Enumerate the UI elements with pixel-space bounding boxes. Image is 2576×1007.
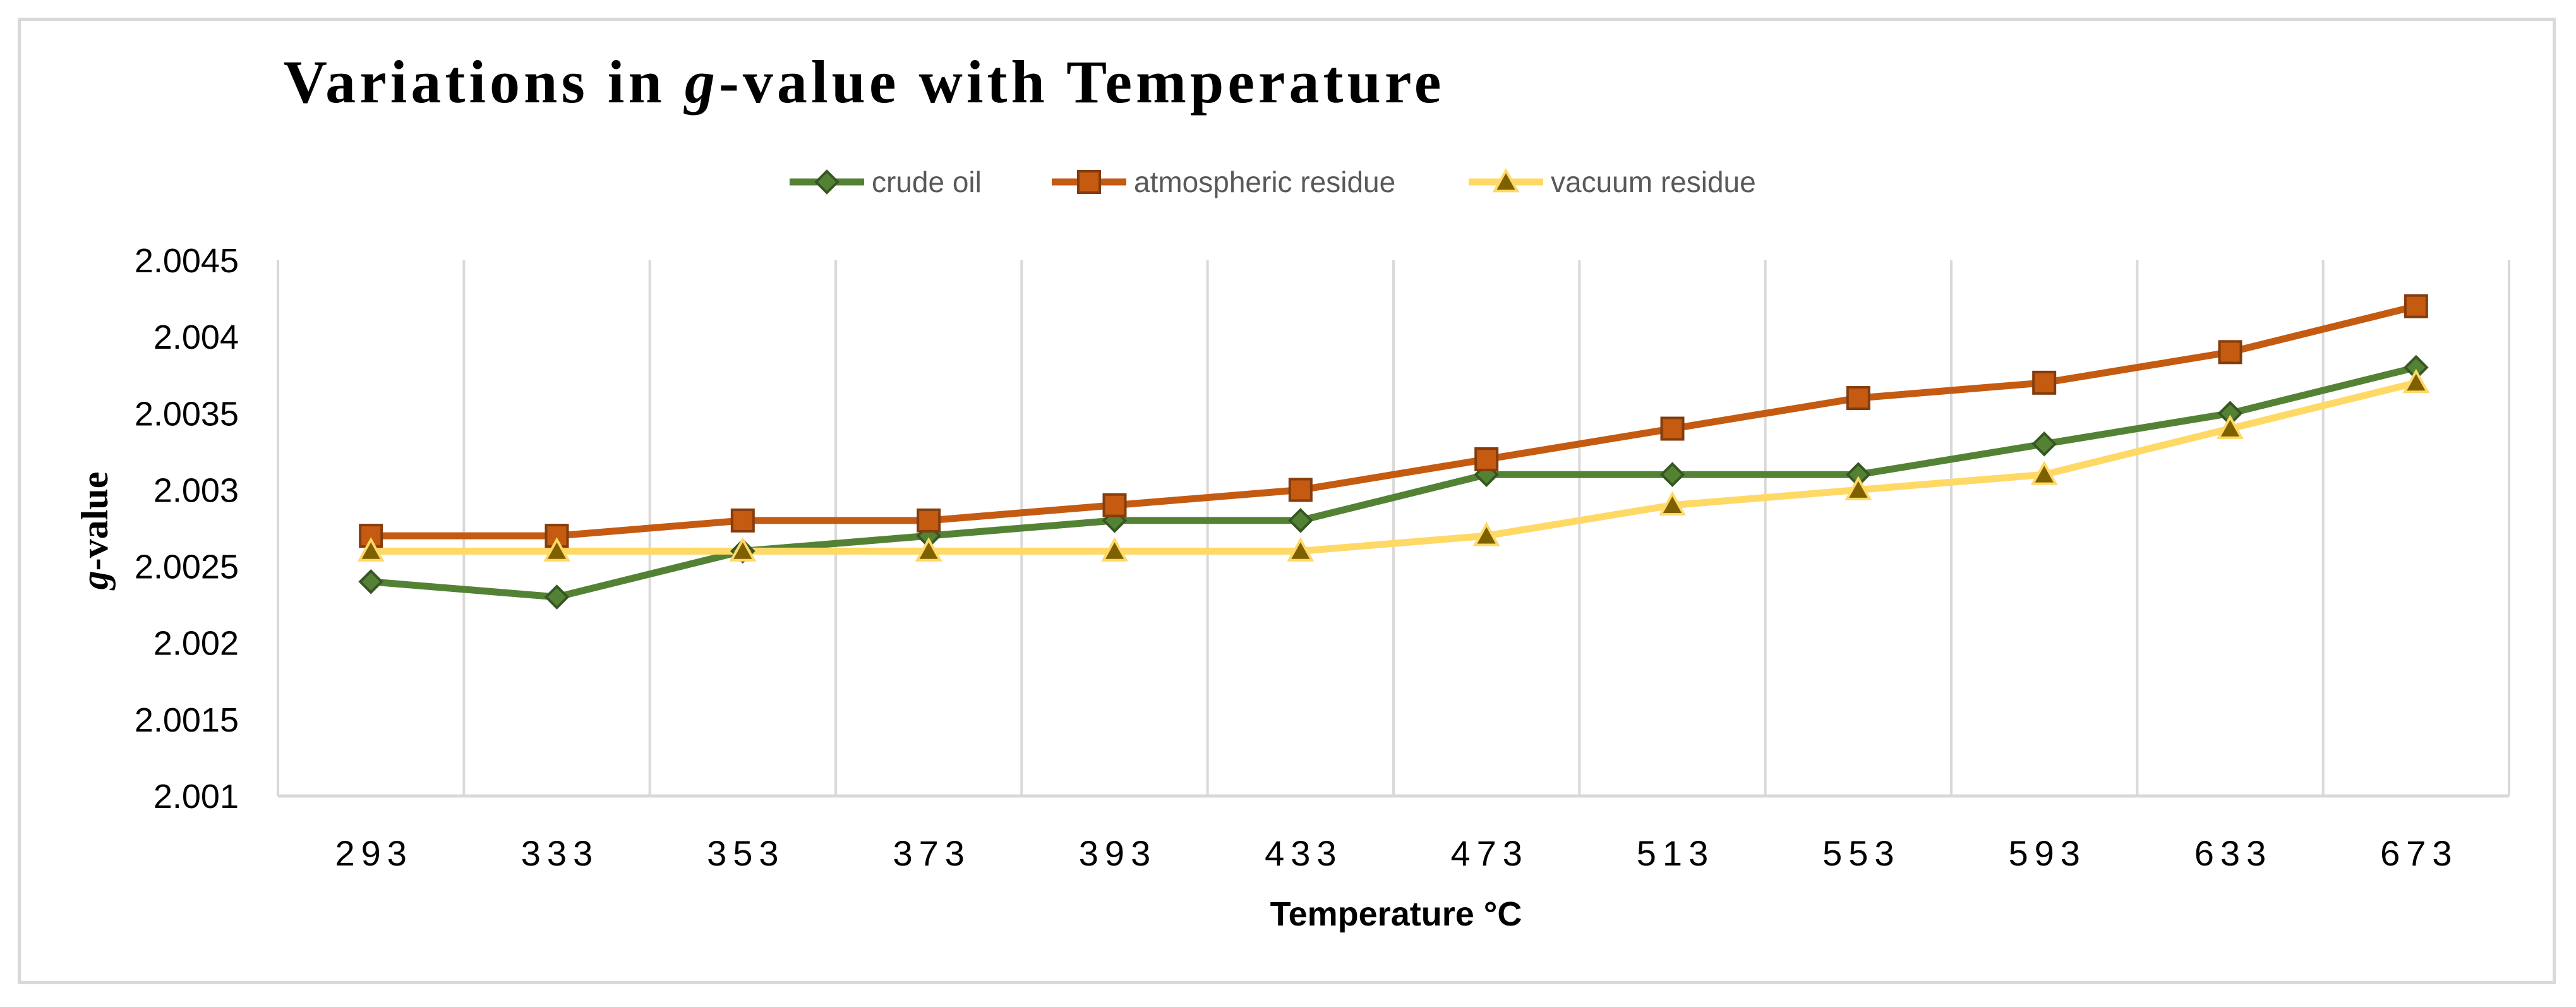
data-point-square — [1846, 386, 1870, 411]
data-point-triangle — [1492, 167, 1520, 193]
x-tick-label: 293 — [335, 833, 412, 873]
data-point-square — [1102, 493, 1127, 517]
data-point-diamond — [1288, 508, 1313, 533]
x-tick-label: 633 — [2194, 833, 2272, 873]
legend: crude oil atmospheric residue vacuum resid… — [790, 166, 1756, 198]
data-point-triangle — [543, 537, 570, 562]
x-tick-label: 513 — [1637, 833, 1714, 873]
x-axis-label: Temperature °C — [1270, 895, 1522, 933]
y-axis-label: g-value — [74, 472, 116, 591]
x-tick-label: 433 — [1265, 833, 1342, 873]
data-point-diamond — [1659, 462, 1685, 488]
data-point-triangle — [357, 537, 385, 562]
y-axis-label-italic: g — [74, 570, 116, 591]
y-axis-label-suffix: -value — [74, 472, 116, 571]
legend-label: vacuum residue — [1551, 166, 1756, 198]
x-tick-label: 553 — [1822, 833, 1900, 873]
data-point-square — [2032, 370, 2057, 395]
chart-title: Variations in g-value with Temperature — [284, 48, 1445, 116]
series-line — [367, 379, 2420, 555]
data-point-triangle — [915, 537, 942, 562]
y-tick-label: 2.003 — [153, 471, 239, 509]
chart-title-italic: g — [683, 48, 719, 116]
legend-item: atmospheric residue — [1052, 166, 1395, 198]
data-point-square — [1474, 447, 1499, 471]
series-line — [367, 364, 2420, 601]
data-point-diamond — [2031, 431, 2057, 457]
data-point-diamond — [544, 584, 570, 610]
data-point-square — [2404, 294, 2428, 318]
data-point-square — [917, 508, 941, 533]
x-tick-label: 393 — [1079, 833, 1157, 873]
chart-frame — [18, 18, 2556, 984]
chart-title-prefix: Variations in — [284, 48, 685, 116]
data-point-square — [1288, 478, 1313, 502]
data-point-triangle — [2402, 368, 2430, 394]
series-line — [367, 303, 2420, 540]
legend-label: crude oil — [872, 166, 982, 198]
data-point-diamond — [814, 169, 840, 195]
data-point-square — [1660, 416, 1685, 441]
data-point-triangle — [1101, 537, 1128, 562]
data-point-diamond — [358, 569, 383, 594]
legend-item: crude oil — [790, 166, 982, 198]
x-axis-ticks: 293 333 353 373 393 433 473 513 553 593 633 673 — [335, 833, 2458, 873]
data-point-triangle — [729, 537, 757, 562]
data-point-triangle — [1287, 537, 1315, 562]
y-axis-ticks: 2.001 2.0015 2.002 2.0025 2.003 2.0035 2.004 2.… — [135, 242, 239, 816]
y-tick-label: 2.0035 — [135, 395, 239, 433]
y-tick-label: 2.0045 — [135, 242, 239, 280]
series-lines — [367, 303, 2420, 601]
y-tick-label: 2.004 — [153, 318, 239, 356]
data-point-triangle — [2217, 414, 2244, 439]
data-point-triangle — [1659, 491, 1686, 516]
legend-item: vacuum residue — [1469, 166, 1756, 198]
y-tick-label: 2.0025 — [135, 548, 239, 586]
data-point-square — [730, 508, 755, 533]
chart-title-suffix: -value with Temperature — [719, 48, 1445, 116]
series-markers — [357, 294, 2430, 610]
x-tick-label: 373 — [893, 833, 970, 873]
data-point-square — [1077, 170, 1101, 194]
x-tick-label: 593 — [2008, 833, 2086, 873]
x-tick-label: 673 — [2380, 833, 2458, 873]
data-point-triangle — [1845, 476, 1872, 500]
data-point-triangle — [1472, 521, 1500, 546]
y-tick-label: 2.0015 — [135, 701, 239, 739]
x-tick-label: 473 — [1450, 833, 1528, 873]
x-tick-label: 353 — [707, 833, 785, 873]
x-tick-label: 333 — [521, 833, 599, 873]
data-point-square — [2218, 340, 2242, 365]
y-tick-label: 2.002 — [153, 625, 239, 663]
legend-label: atmospheric residue — [1134, 166, 1395, 198]
data-point-triangle — [2030, 461, 2058, 485]
y-tick-label: 2.001 — [153, 778, 239, 816]
